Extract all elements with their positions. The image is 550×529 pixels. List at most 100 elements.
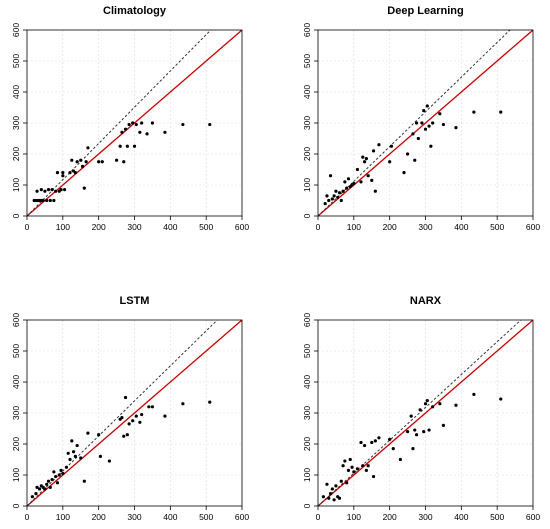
data-point <box>48 485 52 489</box>
data-point <box>438 112 442 116</box>
x-tick-label: 200 <box>92 512 106 522</box>
x-tick-label: 400 <box>454 222 468 232</box>
data-point <box>150 121 155 125</box>
data-point <box>411 132 415 136</box>
data-point <box>132 144 137 148</box>
data-point <box>125 433 129 437</box>
data-point <box>181 402 185 406</box>
panel-title: NARX <box>410 295 442 307</box>
data-point <box>438 402 442 406</box>
data-point <box>66 451 70 455</box>
data-point <box>50 188 54 192</box>
data-point <box>75 160 79 164</box>
data-point <box>346 468 351 472</box>
data-point <box>181 122 185 127</box>
y-tick-label: 0 <box>11 503 21 508</box>
data-point <box>70 439 74 443</box>
y-tick-label: 0 <box>11 213 21 218</box>
data-point <box>352 470 356 474</box>
y-tick-label: 600 <box>11 23 21 37</box>
data-point <box>422 109 426 113</box>
y-tick-label: 100 <box>11 468 21 482</box>
data-point <box>328 174 333 178</box>
data-point <box>359 180 363 184</box>
data-point <box>345 186 349 190</box>
y-tick-label: 600 <box>302 313 312 327</box>
data-point <box>45 482 49 486</box>
y-tick-label: 0 <box>302 213 312 218</box>
data-point <box>472 392 476 396</box>
y-tick-label: 300 <box>302 406 312 420</box>
x-tick-label: 400 <box>163 512 177 522</box>
data-point <box>138 420 142 424</box>
data-point <box>68 457 72 462</box>
data-point <box>30 495 34 499</box>
data-point <box>134 122 138 127</box>
data-point <box>127 122 131 127</box>
data-point <box>371 149 376 153</box>
panel-title: Climatology <box>103 5 167 17</box>
y-tick-label: 100 <box>302 178 312 192</box>
x-tick-label: 300 <box>418 222 432 232</box>
data-point <box>361 464 365 468</box>
data-point <box>371 474 376 479</box>
data-point <box>398 457 403 462</box>
data-point <box>334 189 338 193</box>
data-point <box>46 479 51 483</box>
data-point <box>370 440 374 445</box>
data-point <box>454 126 458 130</box>
x-tick-label: 600 <box>526 222 540 232</box>
data-point <box>373 439 377 443</box>
x-tick-label: 600 <box>235 222 249 232</box>
x-tick-label: 300 <box>418 512 432 522</box>
y-tick-label: 300 <box>11 116 21 130</box>
data-point <box>327 496 331 500</box>
data-point <box>330 487 334 491</box>
data-point <box>377 143 381 147</box>
data-point <box>84 160 88 164</box>
data-point <box>420 121 424 125</box>
data-point <box>107 459 112 463</box>
data-point <box>46 188 51 192</box>
data-point <box>427 124 431 128</box>
data-point <box>327 198 331 203</box>
data-point <box>57 473 61 477</box>
data-point <box>337 496 342 500</box>
data-point <box>82 479 86 483</box>
y-tick-label: 200 <box>302 147 312 161</box>
data-point <box>355 167 360 172</box>
y-tick-label: 100 <box>302 468 312 482</box>
data-point <box>147 405 151 409</box>
chart-panel: 0 100 200 300 400 500 600 0 100 200 300 400 500 600 LS… <box>11 295 249 522</box>
data-point <box>441 122 446 127</box>
data-point <box>59 468 63 472</box>
data-point <box>402 171 406 175</box>
data-point <box>355 467 360 471</box>
data-point <box>414 121 419 125</box>
data-point <box>427 428 431 432</box>
fit-line <box>27 320 218 506</box>
data-point <box>339 198 343 203</box>
y-tick-label: 500 <box>302 54 312 68</box>
data-point <box>97 433 101 437</box>
data-point <box>35 189 39 193</box>
y-tick-label: 400 <box>302 85 312 99</box>
data-point <box>405 430 410 434</box>
data-point <box>388 160 392 164</box>
data-point <box>405 152 410 156</box>
data-point <box>334 484 338 488</box>
data-point <box>422 430 426 434</box>
x-tick-label: 200 <box>92 222 106 232</box>
data-point <box>366 464 370 468</box>
data-point <box>361 155 365 159</box>
y-tick-label: 600 <box>11 313 21 327</box>
data-point <box>332 498 336 502</box>
data-point <box>345 481 349 485</box>
data-point <box>34 492 38 496</box>
data-point <box>350 465 354 469</box>
data-point <box>343 459 347 463</box>
data-point <box>150 405 155 409</box>
data-point <box>79 456 83 460</box>
data-point <box>35 485 39 489</box>
